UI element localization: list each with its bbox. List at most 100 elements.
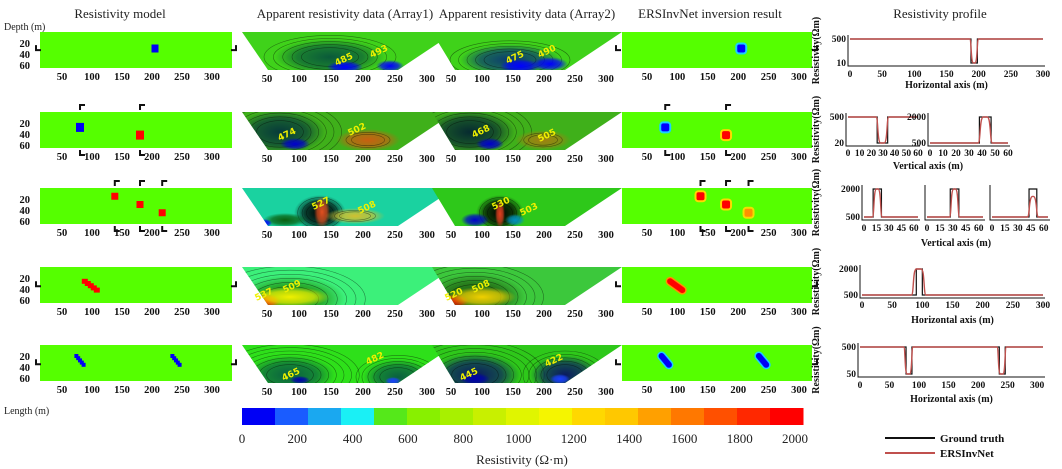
inversion-panel: 50 100 150 200 250 300 bbox=[622, 104, 812, 163]
anomaly-blob bbox=[448, 287, 516, 305]
ground-truth-line bbox=[860, 346, 1043, 375]
x-tick-label: 30 bbox=[948, 224, 958, 234]
contour-line bbox=[432, 271, 527, 305]
profile-row-1: Resistivity(Ωm) 500 100 50 100 150 200 250 300 Ho… bbox=[811, 17, 1050, 91]
x-tick-label: 150 bbox=[323, 154, 339, 165]
x-tick-label: 50 bbox=[262, 74, 273, 85]
anomaly-cell bbox=[76, 122, 84, 132]
ersinvnet-line bbox=[930, 116, 1008, 144]
contour-line bbox=[451, 363, 499, 383]
contour-line bbox=[333, 210, 376, 222]
profile-line-marker bbox=[725, 226, 732, 232]
colorbar-tick-label: 1800 bbox=[727, 431, 753, 446]
anomaly-blob bbox=[325, 208, 385, 224]
inverted-anomaly bbox=[696, 192, 705, 201]
inversion-panel: 50 100 150 200 250 300 bbox=[615, 32, 818, 83]
contour-line bbox=[345, 132, 391, 148]
x-tick-label: 300 bbox=[419, 309, 435, 320]
profile-line-marker bbox=[725, 150, 732, 156]
x-tick-label: 200 bbox=[355, 387, 371, 398]
anomaly-blob bbox=[290, 376, 310, 383]
x-tick-label: 200 bbox=[144, 385, 160, 396]
x-tick-label: 300 bbox=[791, 152, 807, 163]
x-tick-label: 250 bbox=[761, 152, 777, 163]
x-tick-label: 10 bbox=[938, 149, 948, 159]
anomaly-cell bbox=[111, 192, 119, 200]
anomaly-blob bbox=[263, 213, 307, 226]
colorbar-tick-label: 1000 bbox=[506, 431, 532, 446]
profile-line-marker bbox=[812, 45, 818, 52]
x-tick-label: 250 bbox=[387, 74, 403, 85]
x-tick-label: 150 bbox=[505, 74, 521, 85]
profile-line-marker bbox=[231, 45, 237, 52]
depth-tick-label: 20 bbox=[20, 119, 31, 130]
contour-line bbox=[242, 112, 327, 150]
x-tick-label: 30 bbox=[964, 149, 974, 159]
x-tick-label: 200 bbox=[355, 74, 371, 85]
x-tick-label: 250 bbox=[567, 74, 583, 85]
x-tick-label: 200 bbox=[730, 385, 746, 396]
colorbar-tick-label: 400 bbox=[343, 431, 363, 446]
inversion-background bbox=[622, 267, 812, 303]
x-tick-label: 200 bbox=[536, 309, 552, 320]
profile-line-marker bbox=[113, 180, 120, 186]
inverted-anomaly bbox=[722, 131, 731, 140]
x-tick-label: 250 bbox=[761, 72, 777, 83]
depth-tick-label: 60 bbox=[20, 374, 31, 385]
x-tick-label: 50 bbox=[446, 387, 457, 398]
profile-y-axis-title: Resistivity(Ωm) bbox=[811, 96, 822, 163]
colorbar-title: Resistivity (Ω·m) bbox=[476, 452, 568, 467]
x-tick-label: 250 bbox=[1004, 70, 1019, 80]
x-tick-label: 250 bbox=[174, 385, 190, 396]
anomaly-blob bbox=[327, 61, 363, 70]
x-tick-label: 50 bbox=[57, 385, 68, 396]
profile-line-marker bbox=[35, 281, 41, 288]
x-tick-label: 150 bbox=[505, 387, 521, 398]
profile-line-marker bbox=[35, 359, 41, 366]
x-tick-label: 100 bbox=[291, 74, 307, 85]
x-tick-label: 50 bbox=[877, 70, 887, 80]
profile-axes bbox=[847, 35, 1045, 67]
x-tick-label: 150 bbox=[323, 309, 339, 320]
title-array2: Apparent resistivity data (Array2) bbox=[439, 6, 616, 21]
title-array1: Apparent resistivity data (Array1) bbox=[257, 6, 434, 21]
contour-line bbox=[351, 133, 385, 147]
colorbar-tick-label: 0 bbox=[239, 431, 246, 446]
depth-tick-label: 40 bbox=[20, 50, 31, 61]
depth-tick-label: 20 bbox=[20, 352, 31, 363]
x-tick-label: 60 bbox=[1003, 149, 1013, 159]
x-tick-label: 60 bbox=[909, 224, 919, 234]
x-tick-label: 200 bbox=[730, 307, 746, 318]
x-tick-label: 200 bbox=[730, 228, 746, 239]
profile-line-marker bbox=[747, 180, 754, 186]
depth-tick-label: 40 bbox=[20, 363, 31, 374]
x-tick-label: 150 bbox=[505, 154, 521, 165]
anomaly-cell bbox=[74, 354, 79, 358]
x-tick-label: 250 bbox=[387, 154, 403, 165]
x-tick-label: 300 bbox=[204, 228, 220, 239]
contour-line bbox=[432, 276, 519, 305]
x-tick-label: 250 bbox=[387, 387, 403, 398]
x-tick-label: 0 bbox=[925, 224, 930, 234]
x-tick-label: 50 bbox=[446, 309, 457, 320]
x-tick-label: 250 bbox=[174, 72, 190, 83]
colorbar-segment bbox=[341, 408, 375, 425]
title-inversion: ERSInvNet inversion result bbox=[638, 6, 782, 21]
contour-field bbox=[432, 112, 571, 150]
x-tick-label: 50 bbox=[990, 149, 1000, 159]
y-tick-label: 2000 bbox=[839, 265, 858, 275]
x-tick-label: 250 bbox=[174, 307, 190, 318]
x-tick-label: 250 bbox=[567, 309, 583, 320]
x-tick-label: 150 bbox=[939, 70, 954, 80]
x-tick-label: 100 bbox=[915, 301, 930, 311]
x-tick-label: 50 bbox=[446, 154, 457, 165]
colorbar: 0 200 400 600 800 1000 1200 1400 1600 1800 2000 Res… bbox=[239, 408, 808, 467]
inversion-panel: 50 100 150 200 250 300 bbox=[615, 345, 818, 396]
